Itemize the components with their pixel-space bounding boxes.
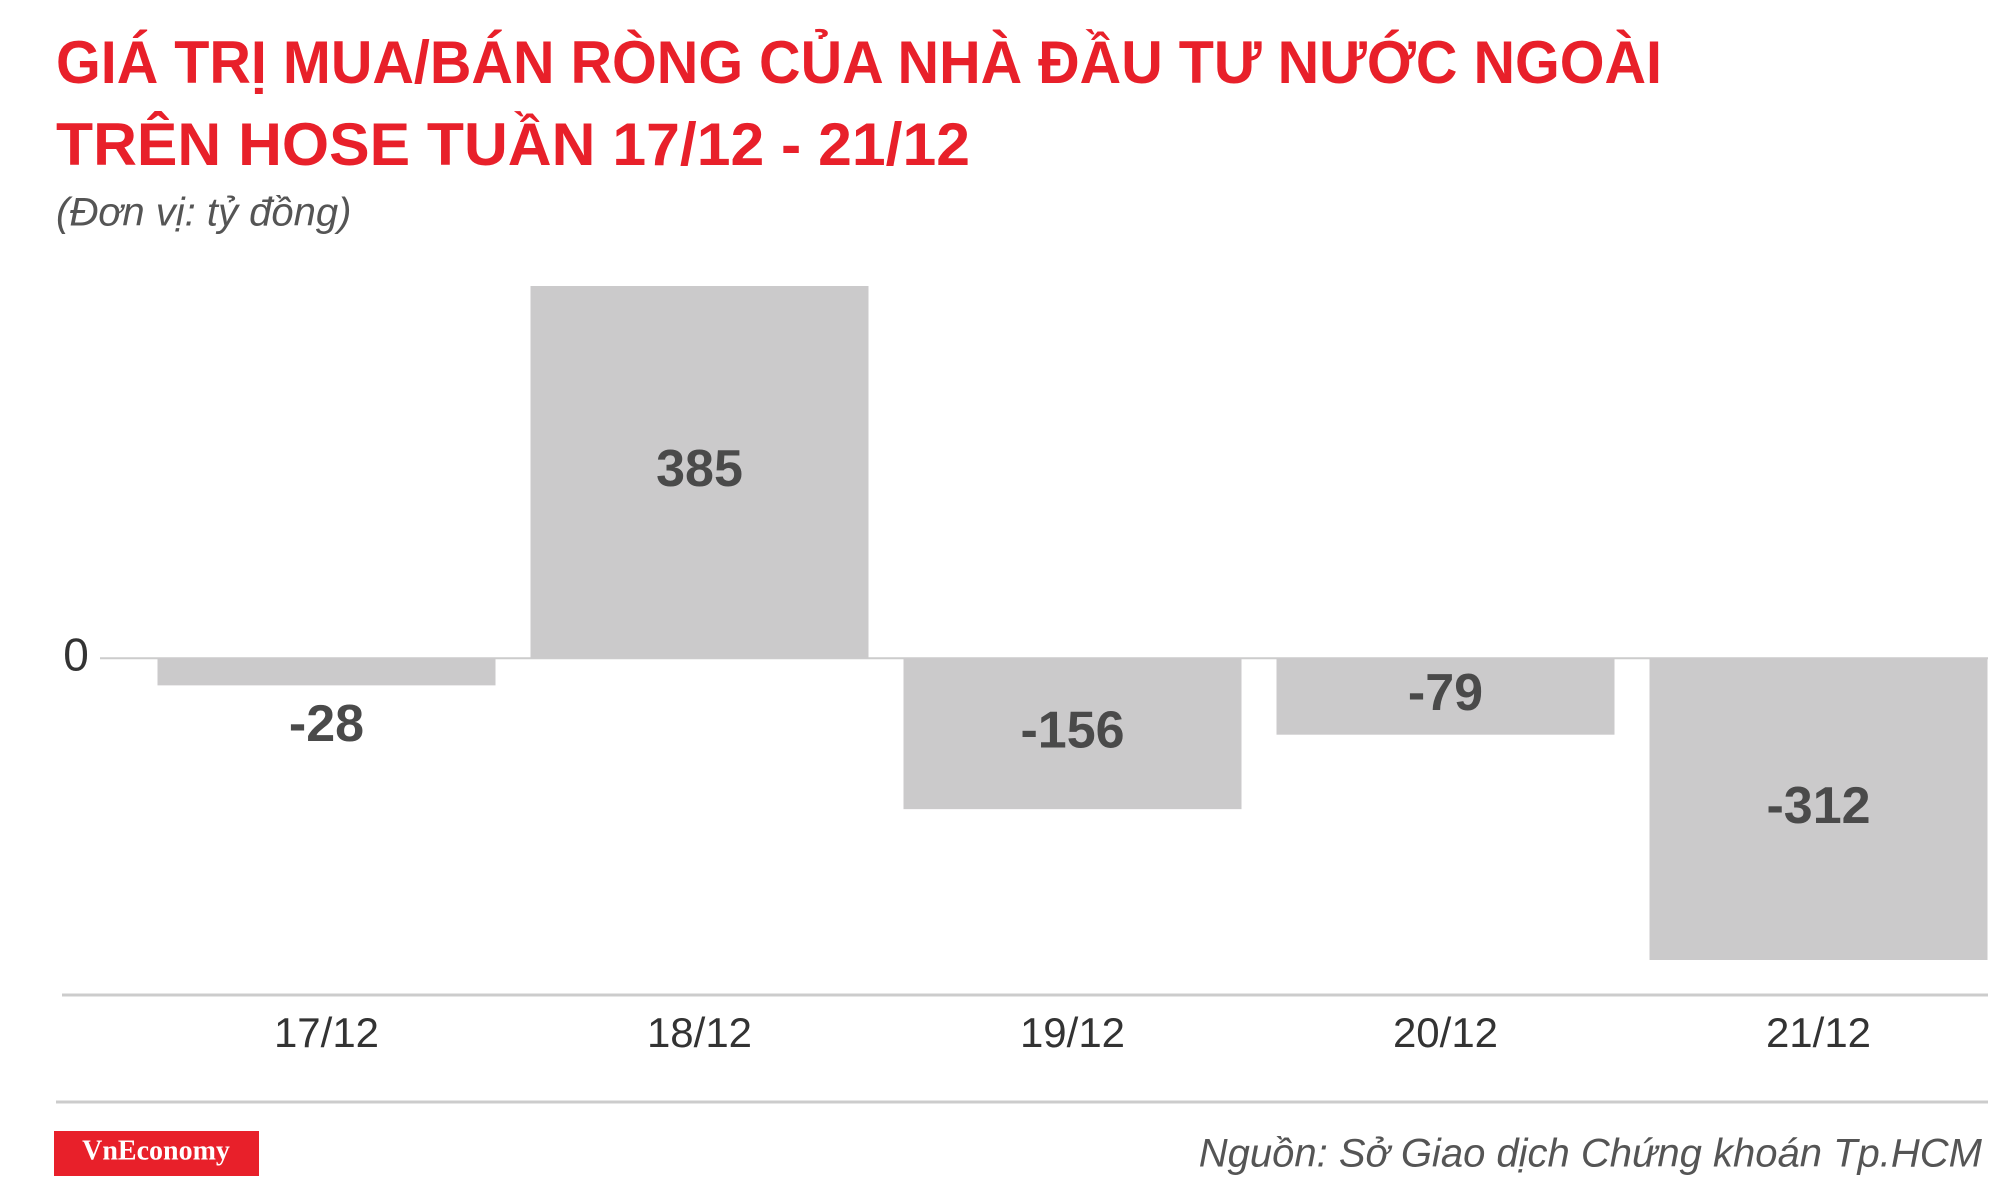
bar bbox=[157, 658, 496, 686]
x-tick-label: 18/12 bbox=[647, 1009, 752, 1056]
y-tick-label: 0 bbox=[63, 628, 89, 680]
x-tick-label: 19/12 bbox=[1020, 1009, 1125, 1056]
x-tick-label: 21/12 bbox=[1766, 1009, 1871, 1056]
x-tick-label: 20/12 bbox=[1393, 1009, 1498, 1056]
bar bbox=[1649, 658, 1988, 960]
value-label: -79 bbox=[1408, 664, 1483, 722]
source: Nguồn: Sở Giao dịch Chứng khoán Tp.HCM bbox=[1199, 1132, 1983, 1176]
value-label: -156 bbox=[1020, 701, 1124, 759]
chart-title: TRÊN HOSE TUẦN 17/12 - 21/12 bbox=[56, 111, 970, 178]
value-label: -28 bbox=[289, 695, 364, 753]
x-tick-label: 17/12 bbox=[274, 1009, 379, 1056]
value-label: 385 bbox=[656, 440, 743, 498]
brand: VnEconomy bbox=[82, 1135, 230, 1166]
bar bbox=[903, 658, 1242, 810]
bar bbox=[530, 286, 869, 659]
brand-box bbox=[54, 1131, 259, 1176]
chart-title: GIÁ TRỊ MUA/BÁN RÒNG CỦA NHÀ ĐẦU TƯ NƯỚC… bbox=[56, 29, 1662, 96]
bar bbox=[1276, 658, 1615, 735]
value-label: -312 bbox=[1766, 777, 1870, 835]
chart-subtitle: (Đơn vị: tỷ đồng) bbox=[56, 191, 351, 235]
